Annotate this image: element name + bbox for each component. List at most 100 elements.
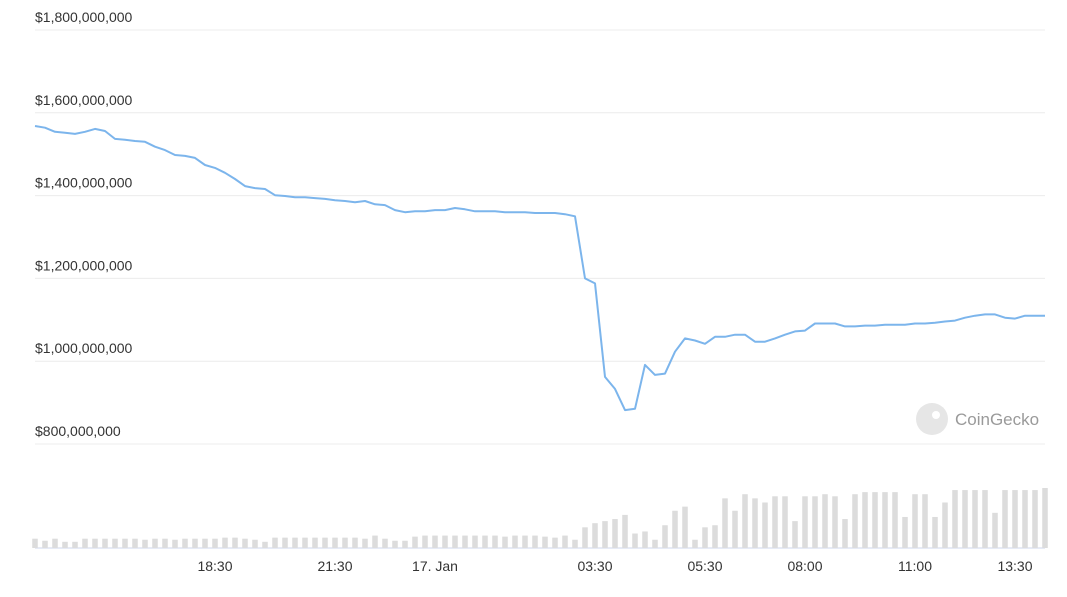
volume-bar <box>452 535 458 548</box>
volume-bar <box>492 535 498 548</box>
y-tick-label: $800,000,000 <box>35 423 121 439</box>
volume-bar <box>312 537 318 548</box>
watermark-logo-eye <box>932 411 940 419</box>
volume-bar <box>652 539 658 548</box>
volume-bar <box>972 490 978 548</box>
x-tick-label: 05:30 <box>687 558 722 574</box>
volume-bar <box>242 538 248 548</box>
volume-bar <box>202 538 208 548</box>
volume-bar <box>642 531 648 548</box>
volume-bar <box>272 537 278 548</box>
plot: $800,000,000 $1,000,000,000 $1,200,000,000… <box>32 9 1048 574</box>
volume-bar <box>482 535 488 548</box>
volume-bar <box>502 536 508 548</box>
volume-bar <box>522 535 528 548</box>
volume-bar <box>782 496 788 548</box>
volume-bar <box>922 494 928 548</box>
volume-bar <box>902 516 908 548</box>
volume-bar <box>662 525 668 548</box>
volume-bar <box>292 537 298 548</box>
volume-bar <box>442 535 448 548</box>
volume-bar <box>302 537 308 548</box>
volume-bar <box>772 496 778 548</box>
volume-bar <box>102 538 108 548</box>
volume-bar <box>852 494 858 548</box>
volume-bar <box>762 502 768 548</box>
volume-bar <box>512 535 518 548</box>
volume-bar <box>72 541 78 548</box>
volume-bar <box>582 527 588 548</box>
volume-bar <box>322 537 328 548</box>
volume-bar <box>862 492 868 548</box>
x-tick-label: 21:30 <box>317 558 352 574</box>
x-tick-label: 08:00 <box>787 558 822 574</box>
volume-bar <box>962 490 968 548</box>
volume-bar <box>152 538 158 548</box>
y-tick-label: $1,400,000,000 <box>35 175 133 191</box>
volume-bar <box>532 535 538 548</box>
volume-bar <box>892 492 898 548</box>
volume-bar <box>712 525 718 548</box>
watermark-text: CoinGecko <box>955 410 1039 429</box>
volume-bar <box>392 540 398 548</box>
volume-bar <box>702 527 708 548</box>
volume-bar <box>42 540 48 548</box>
volume-bar <box>402 540 408 548</box>
x-tick-label: 13:30 <box>997 558 1032 574</box>
volume-bar <box>992 512 998 548</box>
watermark-logo <box>916 403 948 435</box>
line <box>34 125 1045 412</box>
volume-bar <box>92 538 98 548</box>
volume-bar <box>372 535 378 548</box>
volume-bar <box>742 494 748 548</box>
volume-bar <box>382 538 388 548</box>
volume-bar <box>722 498 728 548</box>
y-tick-label: $1,200,000,000 <box>35 257 133 273</box>
x-tick-label: 03:30 <box>577 558 612 574</box>
volume-bar <box>182 538 188 548</box>
volume-bar <box>362 538 368 548</box>
y-tick-label: $1,600,000,000 <box>35 92 133 108</box>
volume-bar <box>732 510 738 548</box>
volume-bar <box>932 516 938 548</box>
volume-bar <box>882 492 888 548</box>
volume-bar <box>332 537 338 548</box>
volume-bar <box>192 538 198 548</box>
volume-bar <box>592 523 598 548</box>
volume-bar <box>822 494 828 548</box>
volume-bar <box>352 537 358 548</box>
volume-bar <box>832 496 838 548</box>
volume-bar <box>212 538 218 548</box>
volume-bar <box>282 537 288 548</box>
volume-bar <box>1032 490 1038 548</box>
volume-bar <box>792 521 798 548</box>
x-tick-label: 11:00 <box>898 558 932 574</box>
volume-bar <box>1012 490 1018 548</box>
volume-bar <box>342 537 348 548</box>
volume-bar <box>122 538 128 548</box>
y-tick-label: $1,000,000,000 <box>35 340 133 356</box>
volume-bar <box>82 538 88 548</box>
volume-bar <box>462 535 468 548</box>
volume-bar <box>692 539 698 548</box>
volume-bar <box>62 541 68 548</box>
volume-bar <box>52 538 58 548</box>
watermark: CoinGecko <box>916 403 1039 435</box>
volume-bar <box>112 538 118 548</box>
volume-bar <box>612 519 618 548</box>
volume-bar <box>602 521 608 548</box>
volume-bar <box>162 538 168 548</box>
volume-bar <box>422 535 428 548</box>
volume-bar <box>172 539 178 548</box>
volume-bar <box>982 490 988 548</box>
volume-bar <box>1042 488 1048 548</box>
x-tick-label: 18:30 <box>197 558 232 574</box>
volume-bar <box>1002 490 1008 548</box>
volume-bar <box>812 496 818 548</box>
volume-bar <box>412 536 418 548</box>
volume-bar <box>872 492 878 548</box>
volume-bar <box>562 535 568 548</box>
volume-bar <box>32 538 38 548</box>
volume-bar <box>132 538 138 548</box>
